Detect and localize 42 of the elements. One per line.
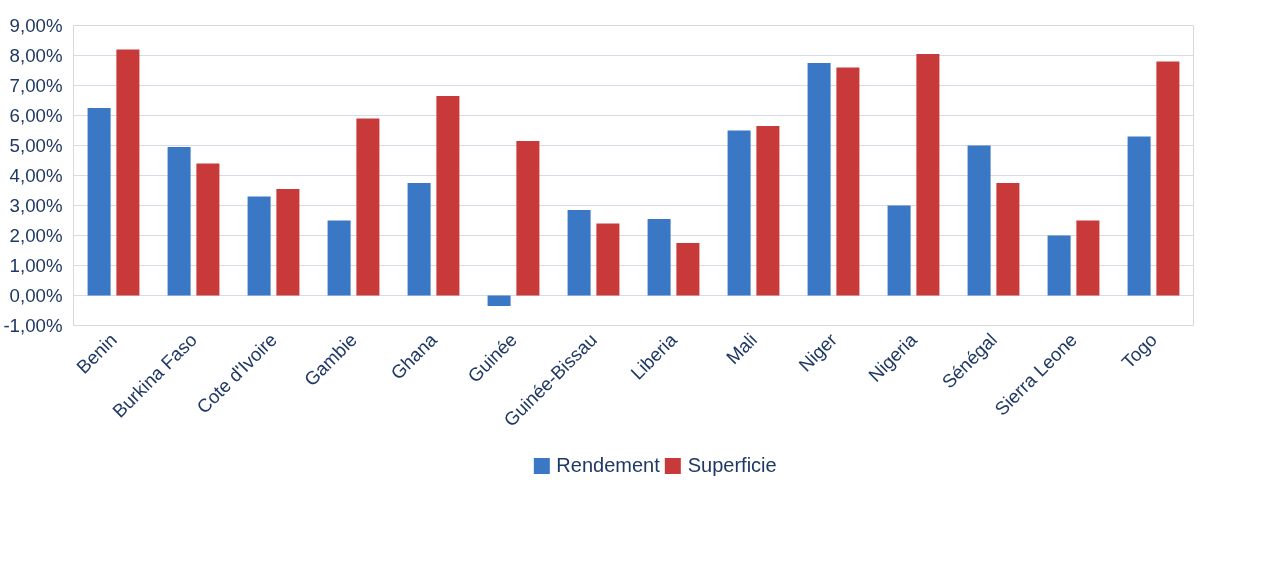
- bar: [436, 96, 460, 296]
- bar: [327, 220, 351, 296]
- y-tick-label: 7,00%: [9, 75, 63, 96]
- bar: [356, 118, 380, 296]
- bar: [647, 219, 671, 296]
- y-tick-label: 6,00%: [9, 105, 63, 126]
- bar: [836, 67, 860, 296]
- bar: [487, 295, 511, 306]
- bar: [87, 108, 111, 296]
- x-tick-label: Togo: [1117, 329, 1161, 373]
- y-tick-label: 8,00%: [9, 45, 63, 66]
- bar: [676, 243, 700, 296]
- bar: [727, 130, 751, 296]
- bar: [996, 183, 1020, 296]
- bar: [756, 126, 780, 296]
- y-tick-label: 4,00%: [9, 165, 63, 186]
- legend-label: Superficie: [687, 453, 777, 477]
- y-tick-label: 0,00%: [9, 285, 63, 306]
- bar: [247, 196, 271, 296]
- bar: [887, 205, 911, 296]
- bar: [567, 210, 591, 296]
- bar: [1047, 235, 1071, 296]
- bar: [516, 141, 540, 296]
- bar: [1076, 220, 1100, 296]
- bar: [1156, 61, 1180, 296]
- bar: [196, 163, 220, 296]
- bar: [596, 223, 620, 296]
- y-tick-label: 2,00%: [9, 225, 63, 246]
- bar: [276, 189, 300, 296]
- bar: [916, 54, 940, 296]
- y-tick-label: 5,00%: [9, 135, 63, 156]
- bar: [116, 49, 140, 296]
- y-tick-label: 3,00%: [9, 195, 63, 216]
- bar: [407, 183, 431, 296]
- y-tick-label: -1,00%: [3, 315, 63, 336]
- legend-label: Rendement: [556, 453, 660, 477]
- bar: [1127, 136, 1151, 296]
- y-tick-label: 9,00%: [9, 15, 63, 36]
- y-tick-label: 1,00%: [9, 255, 63, 276]
- bar: [807, 63, 831, 296]
- bar: [967, 145, 991, 296]
- bar: [167, 147, 191, 296]
